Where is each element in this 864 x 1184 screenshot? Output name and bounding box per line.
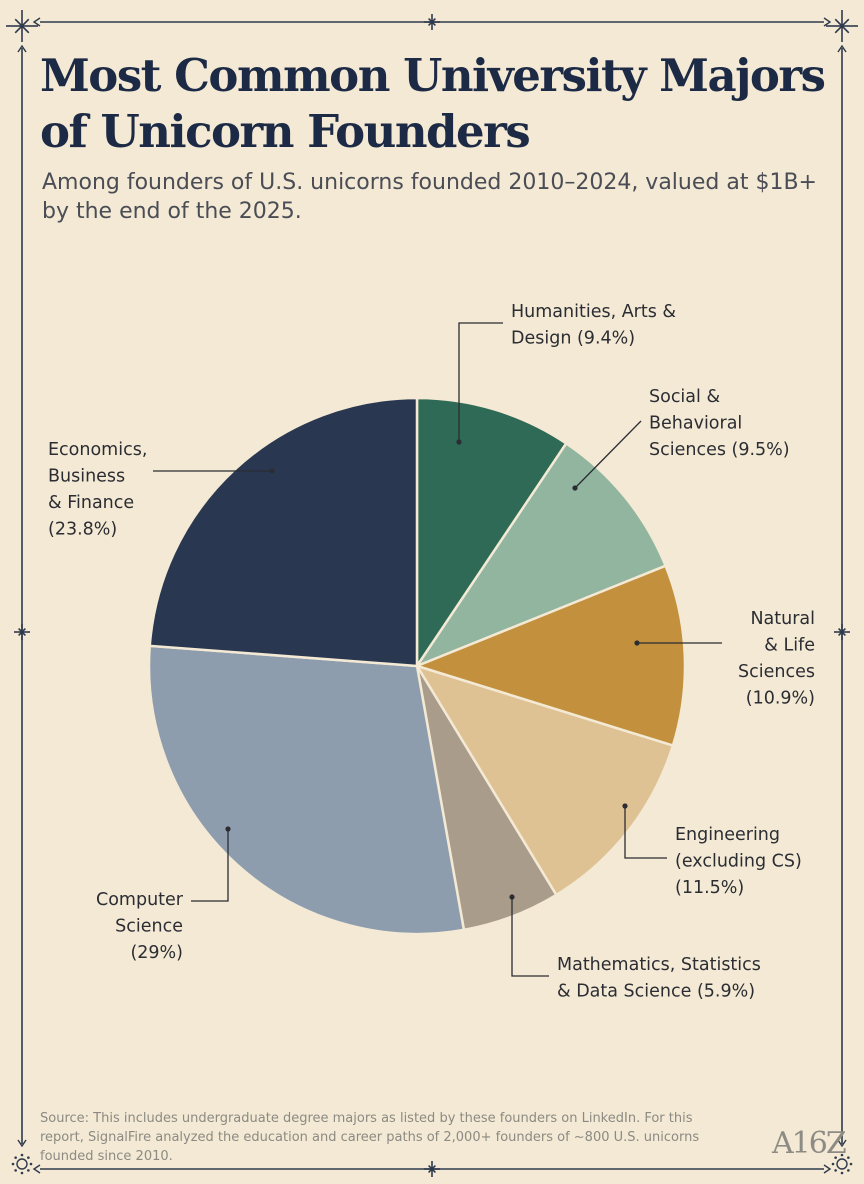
slice-label-line: (29%)	[130, 943, 183, 963]
slice-label-line: Behavioral	[649, 414, 742, 434]
leader-line-4	[511, 897, 549, 977]
chart-title: Most Common University Majors of Unicorn…	[40, 49, 826, 158]
arrow-icon-bottom-right	[823, 1164, 832, 1174]
arrow-icon-right-top	[837, 44, 847, 53]
leader-dot-5	[225, 826, 231, 832]
slice-label-line: & Data Science (5.9%)	[557, 982, 755, 1002]
star-icon-bottom-center	[424, 1161, 440, 1177]
slice-label-line: Social &	[649, 387, 720, 407]
slice-label-line: Economics,	[48, 440, 147, 460]
slice-label-line: (10.9%)	[746, 689, 815, 709]
leader-line-0	[458, 322, 503, 442]
source-note: Source: This includes undergraduate degr…	[40, 1111, 700, 1164]
arrow-icon-top-left	[32, 17, 41, 27]
star-icon-left-center	[14, 624, 30, 640]
slice-label-2: Natural & Life Sciences (10.9%)	[738, 609, 815, 709]
pie-slice-1	[413, 441, 668, 669]
leader-line-1	[574, 420, 642, 489]
pie-slice-3	[414, 663, 675, 897]
arrow-icon-left-bottom	[17, 1139, 27, 1148]
ornament-icon-bottom-left	[11, 1153, 33, 1175]
slice-label-line: (23.8%)	[48, 520, 117, 540]
leader-line-3	[624, 806, 667, 859]
slice-label-line: Natural	[750, 609, 815, 629]
pie-slice-6	[148, 396, 419, 668]
pie-slice-2	[413, 564, 687, 748]
slice-label-3: Engineering (excluding CS) (11.5%)	[675, 825, 802, 898]
leader-line-5	[191, 829, 229, 902]
leader-dot-2	[634, 640, 640, 646]
leader-dot-3	[622, 803, 628, 809]
star-icon-top-center	[424, 14, 440, 30]
slice-label-1: Social & Behavioral Sciences (9.5%)	[649, 387, 790, 460]
arrow-icon-top-right	[823, 17, 832, 27]
slice-label-line: Mathematics, Statistics	[557, 955, 761, 975]
slice-label-line: (excluding CS)	[675, 852, 802, 872]
slice-label-0: Humanities, Arts & Design (9.4%)	[511, 302, 676, 349]
slice-label-line: (11.5%)	[675, 878, 744, 898]
slice-label-line: Humanities, Arts &	[511, 302, 676, 322]
ornament-icon-bottom-right	[831, 1153, 853, 1175]
chart-subtitle: Among founders of U.S. unicorns founded …	[42, 170, 817, 224]
slice-label-5: Computer Science (29%)	[96, 890, 184, 963]
pie-slice-0	[415, 396, 568, 671]
arrow-icon-left-top	[17, 44, 27, 53]
corner-star-icon-top-right	[826, 10, 858, 42]
corner-star-icon-top-left	[6, 10, 38, 42]
star-icon-right-center	[834, 624, 850, 640]
slice-label-4: Mathematics, Statistics & Data Science (5…	[557, 955, 761, 1002]
slice-label-line: Design (9.4%)	[511, 329, 635, 349]
arrow-icon-bottom-left	[32, 1164, 41, 1174]
a16z-logo: A16Z	[772, 1126, 847, 1161]
pie-slice-5	[147, 644, 466, 936]
leader-dot-6	[269, 468, 275, 474]
slice-label-line: Sciences	[738, 662, 815, 682]
slice-label-line: Science	[115, 917, 183, 937]
slice-label-line: Sciences (9.5%)	[649, 440, 790, 460]
slice-label-line: & Life	[764, 636, 815, 656]
slice-label-line: Computer	[96, 890, 184, 910]
slice-label-6: Economics, Business & Finance (23.8%)	[48, 440, 147, 540]
leader-dot-1	[572, 485, 578, 491]
leader-dot-0	[456, 439, 462, 445]
arrow-icon-right-bottom	[837, 1139, 847, 1148]
leader-dot-4	[509, 894, 515, 900]
slice-label-line: Business	[48, 467, 125, 487]
slice-label-line: & Finance	[48, 493, 134, 513]
slice-label-line: Engineering	[675, 825, 780, 845]
